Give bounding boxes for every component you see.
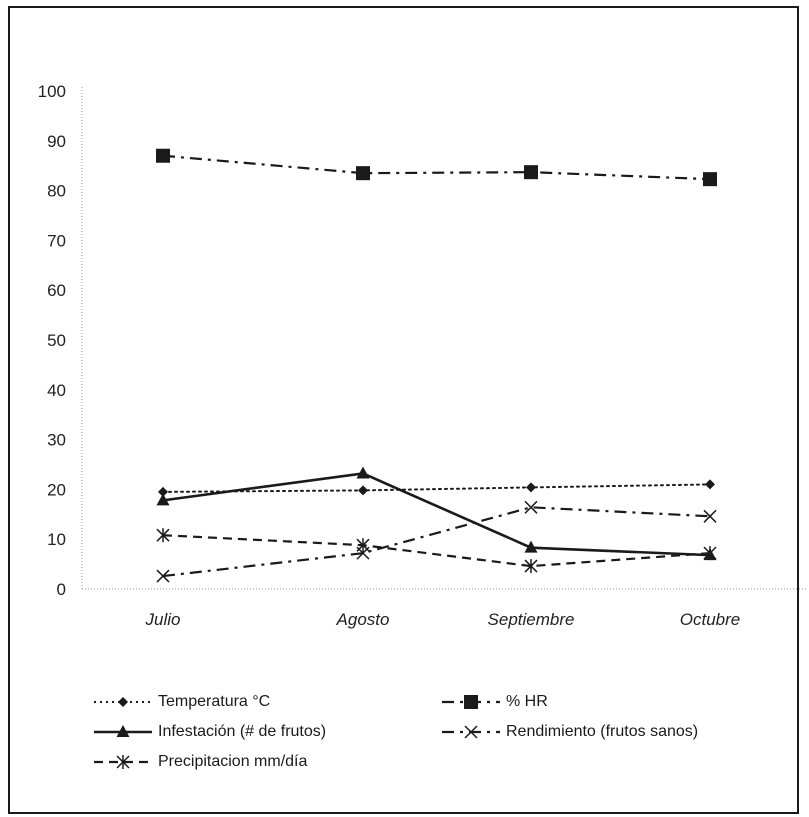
y-tick-label: 50	[47, 331, 66, 350]
data-point-precipitacion	[703, 546, 717, 561]
x-tick-label: Septiembre	[488, 610, 575, 629]
data-point-temperatura	[705, 479, 715, 490]
y-tick-label: 20	[47, 480, 66, 499]
data-point-rendimiento	[156, 569, 170, 583]
data-point-hr	[356, 166, 370, 181]
data-point-temperatura	[358, 485, 368, 496]
y-tick-label: 60	[47, 281, 66, 300]
data-point-rendimiento	[524, 500, 538, 514]
x-tick-label: Julio	[145, 610, 181, 629]
y-tick-label: 80	[47, 182, 66, 201]
data-point-hr	[703, 172, 717, 187]
data-point-precipitacion	[356, 538, 370, 553]
data-point-temperatura	[158, 486, 168, 497]
data-point-hr	[524, 165, 538, 180]
data-point-precipitacion	[524, 559, 538, 574]
data-point-precipitacion	[156, 528, 170, 543]
data-point-hr	[156, 148, 170, 163]
y-tick-label: 10	[47, 530, 66, 549]
data-point-infestacion	[524, 540, 538, 553]
y-tick-label: 70	[47, 231, 66, 250]
data-point-infestacion	[356, 466, 370, 479]
y-tick-label: 90	[47, 132, 66, 151]
chart-frame	[8, 6, 799, 814]
x-tick-label: Agosto	[336, 610, 390, 629]
y-tick-label: 40	[47, 381, 66, 400]
data-point-infestacion	[156, 493, 170, 506]
series-line-hr	[162, 154, 711, 181]
y-tick-label: 0	[57, 580, 66, 599]
series-line-rendimiento	[162, 506, 711, 578]
series-line-temperatura	[162, 483, 711, 493]
data-point-temperatura	[526, 482, 536, 493]
x-tick-label: Octubre	[680, 610, 740, 629]
y-tick-label: 100	[38, 82, 66, 101]
y-tick-label: 30	[47, 431, 66, 450]
data-point-rendimiento	[703, 509, 717, 523]
series-line-infestacion	[162, 472, 711, 557]
